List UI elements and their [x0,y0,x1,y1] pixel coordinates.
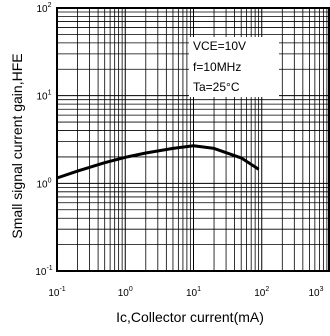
x-tick-label: 100 [118,286,133,299]
annotation-frequency: f=10MHz [193,60,241,74]
plot-border [56,7,330,272]
annotation-temperature: Ta=25°C [193,80,240,94]
x-tick-label: 102 [254,286,269,299]
y-axis-label: Small signal current gain,HFE [9,53,25,238]
x-axis-label: Ic,Collector current(mA) [116,309,264,325]
y-tick-label: 102 [36,2,51,15]
x-tick-labels: 10-1 100 101 102 103 [48,286,323,299]
y-tick-label: 100 [36,177,51,190]
x-tick-label: 101 [186,286,201,299]
x-tick-label: 103 [308,286,323,299]
x-tick-label: 10-1 [48,286,65,299]
hfe-curve [56,144,260,180]
y-tick-label: 10-1 [35,265,52,278]
y-tick-labels: 10-1 100 101 102 [35,2,52,278]
series-layer [56,144,260,180]
y-tick-label: 101 [36,90,51,103]
conditions-box: VCE=10V f=10MHz Ta=25°C [189,37,279,97]
plot-frame [56,7,330,272]
annotation-vce: VCE=10V [193,39,246,53]
grid [56,8,330,272]
